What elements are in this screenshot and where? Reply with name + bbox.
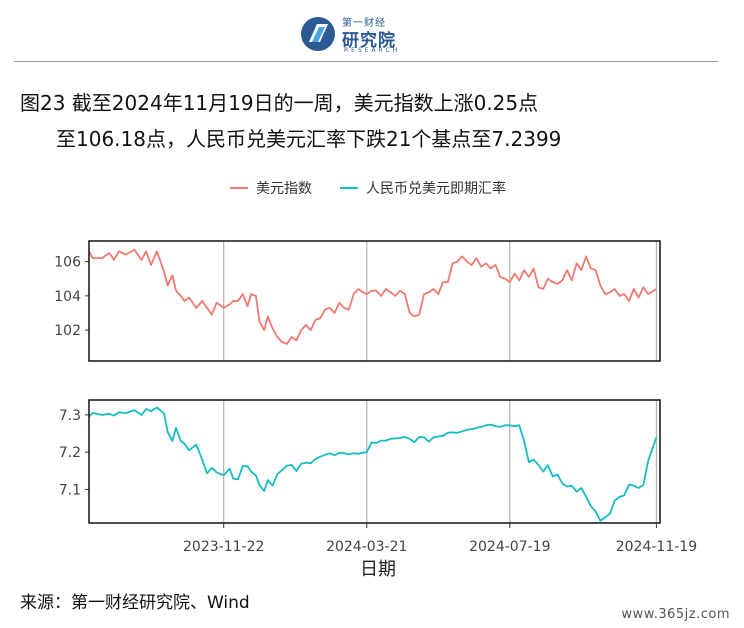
source-note: 来源：第一财经研究院、Wind [20, 593, 250, 613]
legend-label-dxy: 美元指数 [256, 181, 312, 197]
cny-series-line [88, 406, 658, 522]
legend: 美元指数 人民币兑美元即期汇率 [230, 180, 506, 197]
dxy-ytick-label-2: 106 [54, 255, 81, 271]
logo-mark-icon [301, 17, 335, 51]
x-axis-label: 日期 [360, 559, 396, 580]
figure-title-line2: 至106.18点，人民币兑美元汇率下跌21个基点至7.2399 [56, 127, 562, 151]
dxy-panel: 102 104 106 [54, 240, 661, 362]
cny-ytick-label-2: 7.3 [59, 408, 81, 424]
cny-ytick-label-1: 7.2 [59, 445, 81, 461]
x-tick-label-3: 2024-11-19 [616, 539, 697, 555]
x-tick-label-2: 2024-07-19 [469, 539, 550, 555]
logo-main-text: 研究院 [342, 31, 396, 51]
cny-ytick-label-0: 7.1 [59, 482, 81, 498]
header-divider [14, 61, 718, 62]
watermark: www.365jz.com [621, 607, 730, 622]
logo-sub-text: RESEARCH [344, 47, 401, 54]
dxy-ytick-label-1: 104 [54, 289, 81, 305]
logo: 第一财经 研究院 RESEARCH [300, 12, 420, 56]
dxy-series-line [88, 248, 657, 345]
figure-title-line1: 图23 截至2024年11月19日的一周，美元指数上涨0.25点 [20, 91, 539, 115]
legend-label-cny: 人民币兑美元即期汇率 [366, 180, 506, 197]
x-tick-label-0: 2023-11-22 [183, 539, 264, 555]
dxy-ytick-label-0: 102 [54, 323, 81, 339]
dxy-panel-border [88, 240, 661, 362]
x-tick-label-1: 2024-03-21 [326, 539, 407, 555]
logo-small-text: 第一财经 [342, 18, 386, 29]
x-axis: 2023-11-22 2024-03-21 2024-07-19 2024-11-19 [183, 523, 697, 555]
cny-panel-border [88, 399, 661, 524]
cny-panel: 7.1 7.2 7.3 [59, 399, 661, 524]
